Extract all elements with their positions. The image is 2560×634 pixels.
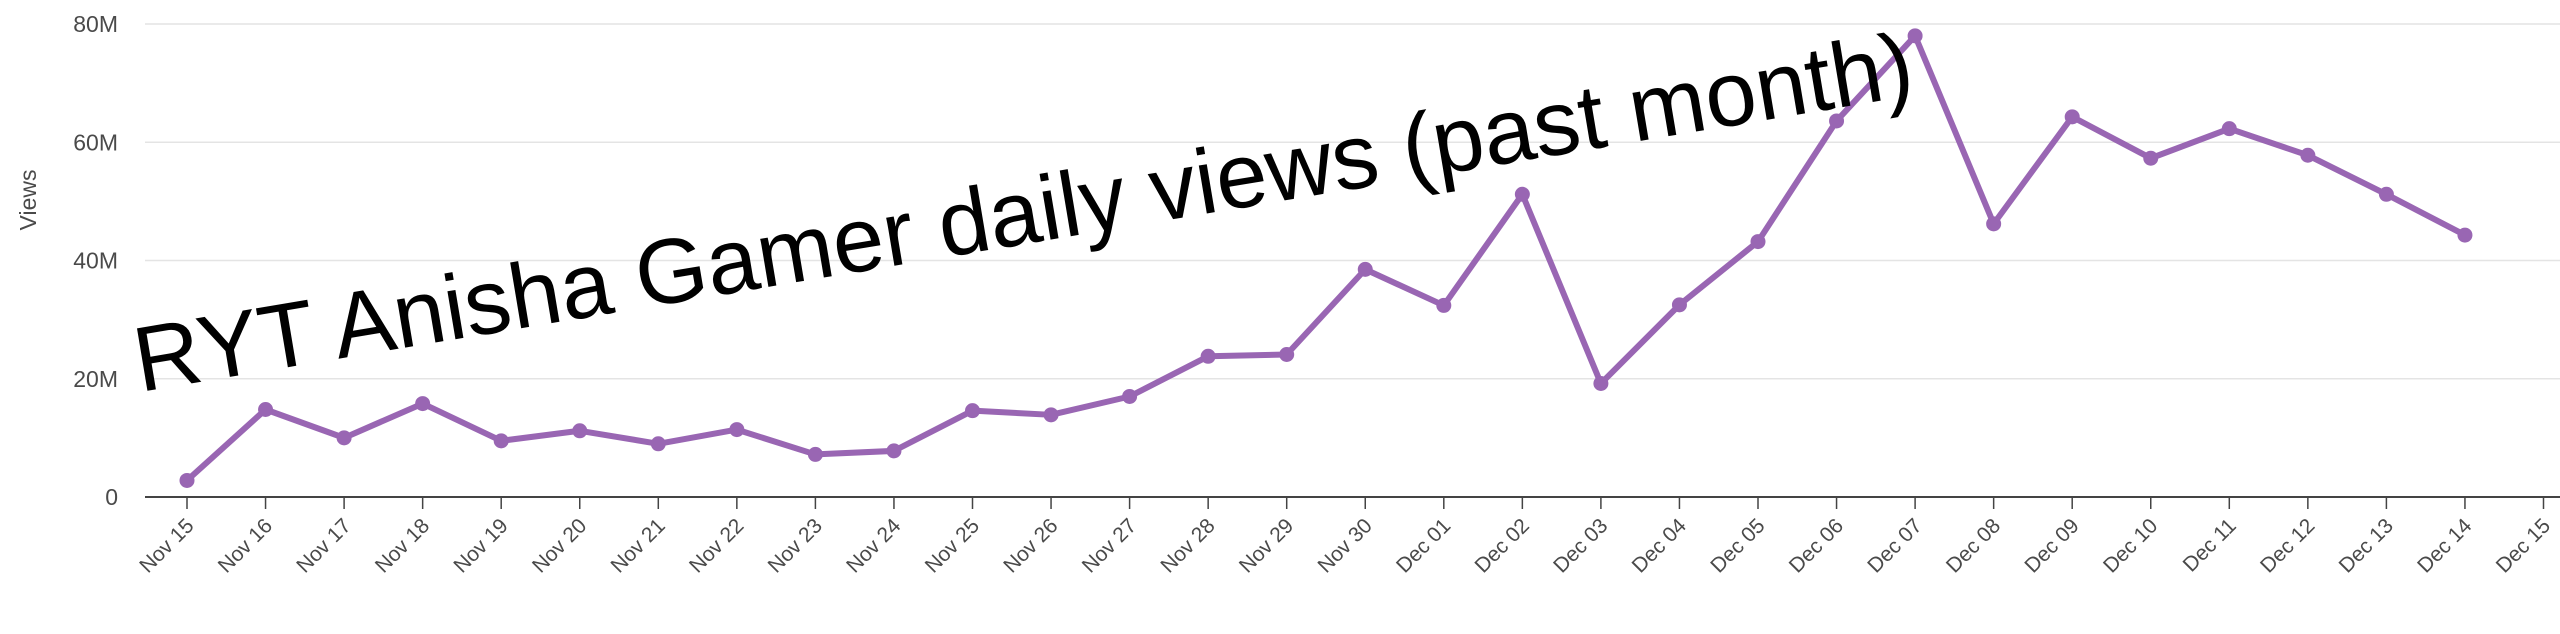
series-line-path xyxy=(184,32,2468,484)
x-tick-label: Nov 25 xyxy=(921,514,984,577)
data-point xyxy=(1671,297,1687,313)
data-point xyxy=(493,433,509,449)
data-point xyxy=(965,403,980,419)
data-point xyxy=(886,443,902,459)
data-point xyxy=(1907,28,1923,44)
data-point xyxy=(2143,150,2159,166)
x-tick-label: Nov 21 xyxy=(607,514,670,577)
x-tick-label: Dec 09 xyxy=(2020,514,2083,577)
x-tick-label: Nov 22 xyxy=(685,514,748,577)
x-tick-label: Dec 01 xyxy=(1392,514,1455,577)
x-tick-label: Dec 14 xyxy=(2413,514,2477,578)
y-axis-title: Views xyxy=(15,170,41,231)
x-tick-label: Nov 29 xyxy=(1235,514,1298,577)
x-tick-label: Dec 13 xyxy=(2335,514,2398,577)
y-tick-label: 0 xyxy=(105,484,118,510)
x-tick-label: Dec 02 xyxy=(1471,514,1534,577)
x-tick-label: Nov 20 xyxy=(528,514,591,577)
x-tick-label: Dec 04 xyxy=(1628,514,1692,578)
data-point xyxy=(1436,297,1452,313)
x-tick-label: Nov 19 xyxy=(449,514,512,577)
data-point xyxy=(1122,388,1138,404)
x-tick-label: Dec 06 xyxy=(1785,514,1848,577)
data-point xyxy=(2064,109,2080,125)
x-tick-label: Dec 05 xyxy=(1706,514,1769,577)
data-point xyxy=(2457,227,2473,243)
x-tick-label: Nov 26 xyxy=(999,514,1062,577)
data-point xyxy=(1986,216,2002,232)
series-line xyxy=(179,28,2473,488)
y-tick-label: 40M xyxy=(73,248,118,274)
chart-title: RYT Anisha Gamer daily views (past month… xyxy=(126,14,1920,412)
x-tick-label: Nov 27 xyxy=(1078,514,1141,577)
x-tick-label: Nov 30 xyxy=(1313,514,1376,577)
x-tick-label: Dec 03 xyxy=(1549,514,1612,577)
data-point xyxy=(258,401,274,417)
data-point xyxy=(1514,186,1530,202)
x-tick-label: Nov 23 xyxy=(764,514,827,577)
data-point xyxy=(807,446,823,462)
data-point xyxy=(650,436,666,452)
x-tick-label: Nov 17 xyxy=(292,514,355,577)
data-point xyxy=(2378,186,2394,202)
x-tick-label: Dec 07 xyxy=(1863,514,1926,577)
data-point xyxy=(1357,261,1373,277)
x-tick-label: Dec 12 xyxy=(2256,514,2319,577)
data-point xyxy=(415,396,431,412)
data-point xyxy=(1043,407,1059,423)
data-point xyxy=(1200,348,1216,364)
data-point xyxy=(2221,121,2237,137)
data-point xyxy=(1829,113,1845,129)
data-point xyxy=(1750,234,1766,250)
data-point xyxy=(572,423,588,439)
x-tick-label: Dec 10 xyxy=(2099,514,2162,577)
data-point xyxy=(179,472,195,488)
data-point xyxy=(1593,375,1609,391)
x-tick-label: Dec 15 xyxy=(2492,514,2555,577)
x-tick-label: Nov 28 xyxy=(1156,514,1219,577)
x-tick-label: Nov 18 xyxy=(371,514,434,577)
x-tick-label: Nov 16 xyxy=(214,514,277,577)
x-tick-label: Nov 15 xyxy=(135,514,198,577)
y-tick-label: 60M xyxy=(73,129,118,155)
x-tick-label: Dec 11 xyxy=(2179,514,2241,576)
data-point xyxy=(1279,347,1295,363)
data-point xyxy=(729,422,745,438)
x-tick-label: Dec 08 xyxy=(1942,514,2005,577)
y-tick-label: 80M xyxy=(73,11,118,37)
x-tick-label: Nov 24 xyxy=(842,514,906,578)
y-axis-ticks: 0 20M 40M 60M 80M xyxy=(73,11,118,510)
y-tick-label: 20M xyxy=(73,366,118,392)
data-point xyxy=(336,430,352,446)
data-point xyxy=(2300,147,2316,163)
x-axis: Nov 15 Nov 16 Nov 17 Nov 18 Nov 19 Nov 20 Nov … xyxy=(135,496,2560,578)
gridlines xyxy=(145,23,2560,380)
